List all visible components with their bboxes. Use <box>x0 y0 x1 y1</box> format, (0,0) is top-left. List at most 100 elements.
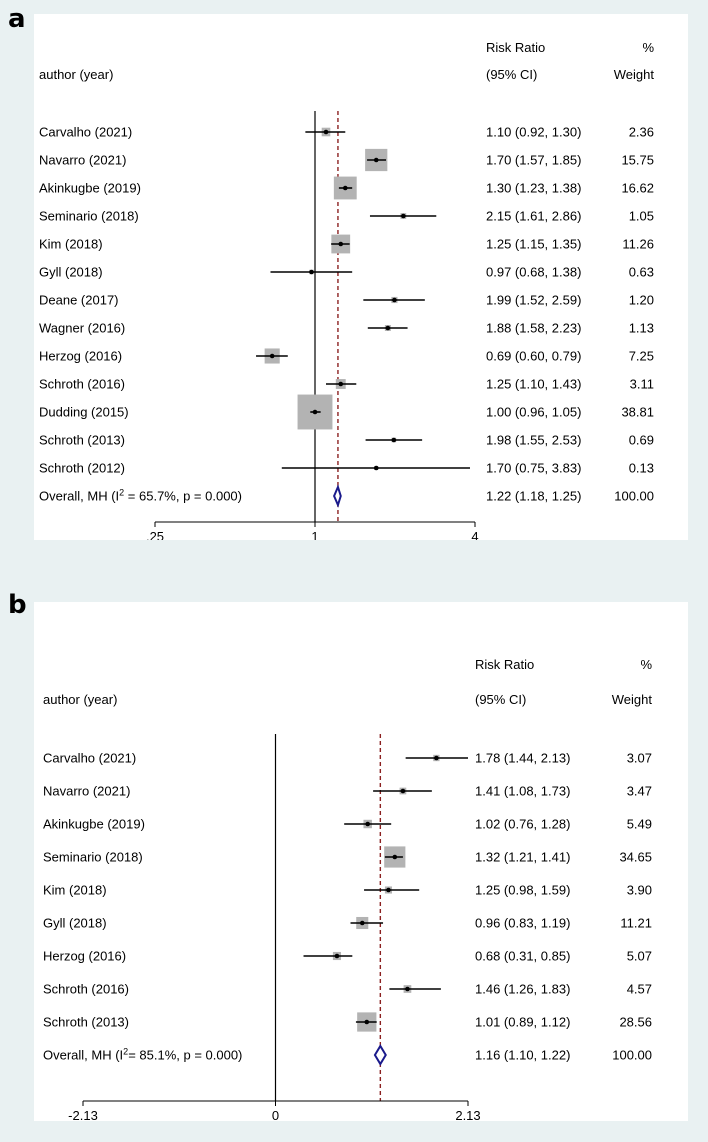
plot-area-b: author (year) Risk Ratio (95% CI)% Weight Ca… <box>34 602 688 1123</box>
header-percent: % <box>642 40 654 55</box>
study-ci-text: 1.10 (0.92, 1.30) <box>486 125 581 140</box>
header-risk-ratio: Risk Ratio <box>475 657 534 672</box>
header-95ci: (95% CI) <box>486 67 537 82</box>
panel-b: b author (year) Risk Ratio (95% CI)% Weight… <box>0 580 708 1142</box>
header-author-year: author (year) <box>43 692 117 707</box>
study-label: Dudding (2015) <box>39 405 129 420</box>
overall-ci-text: 1.22 (1.18, 1.25) <box>486 489 581 504</box>
study-label: Schroth (2013) <box>39 433 125 448</box>
study-ci-text: 0.68 (0.31, 0.85) <box>475 949 570 964</box>
study-weight-text: 1.05 <box>629 209 654 224</box>
point-estimate <box>401 213 406 219</box>
header-weight: Weight <box>612 692 653 707</box>
study-label: Schroth (2016) <box>39 377 125 392</box>
study-weight-text: 11.21 <box>620 916 652 931</box>
study-weight-text: 3.11 <box>630 377 654 392</box>
study-weight-text: 0.69 <box>629 433 654 448</box>
header-author-year: author (year) <box>39 67 113 82</box>
study-weight-text: 3.90 <box>627 883 652 898</box>
point-estimate <box>338 381 344 387</box>
header-weight: Weight <box>614 67 655 82</box>
plot-area-a: author (year) Risk Ratio (95% CI)% Weight Ca… <box>34 14 688 544</box>
study-label: Akinkugbe (2019) <box>39 181 141 196</box>
study-weight-text: 3.47 <box>627 784 652 799</box>
study-ci-text: 1.02 (0.76, 1.28) <box>475 817 570 832</box>
point-estimate <box>392 854 398 860</box>
study-label: Akinkugbe (2019) <box>43 817 145 832</box>
panel-a: a author (year) Risk Ratio (95% CI)% Weight… <box>0 0 708 570</box>
forest-plot-a: author (year) Risk Ratio (95% CI)% Weight Ca… <box>39 40 655 544</box>
study-label: Herzog (2016) <box>39 349 122 364</box>
study-label: Seminario (2018) <box>43 850 143 865</box>
overall-ci-text: 1.16 (1.10, 1.22) <box>475 1048 570 1063</box>
x-tick-label: 4 <box>471 529 478 540</box>
study-weight-text: 7.25 <box>629 349 654 364</box>
study-label: Carvalho (2021) <box>43 751 136 766</box>
point-estimate <box>365 821 370 827</box>
study-ci-text: 1.99 (1.52, 2.59) <box>486 293 581 308</box>
study-label: Gyll (2018) <box>43 916 107 931</box>
study-weight-text: 15.75 <box>621 153 654 168</box>
point-estimate <box>312 409 318 415</box>
point-estimate <box>364 1019 370 1025</box>
study-label: Gyll (2018) <box>39 265 103 280</box>
study-ci-text: 1.88 (1.58, 2.23) <box>486 321 581 336</box>
point-estimate <box>386 887 391 893</box>
study-label: Deane (2017) <box>39 293 119 308</box>
point-estimate <box>373 157 379 163</box>
study-label: Navarro (2021) <box>43 784 130 799</box>
study-label: Carvalho (2021) <box>39 125 132 140</box>
study-weight-text: 5.07 <box>627 949 652 964</box>
study-weight-text: 0.63 <box>629 265 654 280</box>
study-ci-text: 1.70 (1.57, 1.85) <box>486 153 581 168</box>
study-weight-text: 4.57 <box>627 982 652 997</box>
header-95ci: (95% CI) <box>475 692 526 707</box>
study-label: Kim (2018) <box>39 237 103 252</box>
header-percent: % <box>640 657 652 672</box>
x-tick-label: 1 <box>311 529 318 540</box>
study-ci-text: 0.97 (0.68, 1.38) <box>486 265 581 280</box>
study-ci-text: 1.01 (0.89, 1.12) <box>475 1015 570 1030</box>
point-estimate <box>405 986 410 992</box>
study-label: Wagner (2016) <box>39 321 125 336</box>
overall-weight-text: 100.00 <box>614 489 654 504</box>
study-label: Schroth (2013) <box>43 1015 129 1030</box>
point-estimate <box>385 325 391 331</box>
point-estimate <box>334 953 340 959</box>
study-ci-text: 1.00 (0.96, 1.05) <box>486 405 581 420</box>
panel-label-b: b <box>8 590 27 620</box>
study-weight-text: 28.56 <box>619 1015 652 1030</box>
study-weight-text: 5.49 <box>627 817 652 832</box>
study-weight-text: 16.62 <box>621 181 654 196</box>
study-ci-text: 1.78 (1.44, 2.13) <box>475 751 570 766</box>
point-estimate <box>434 755 439 761</box>
study-ci-text: 1.98 (1.55, 2.53) <box>486 433 581 448</box>
header-risk-ratio: Risk Ratio <box>486 40 545 55</box>
overall-label: Overall, MH (I2 = 65.7%, p = 0.000) <box>39 488 242 504</box>
study-label: Navarro (2021) <box>39 153 126 168</box>
overall-diamond <box>333 484 342 508</box>
study-ci-text: 1.25 (1.15, 1.35) <box>486 237 581 252</box>
overall-label: Overall, MH (I2= 85.1%, p = 0.000) <box>43 1047 242 1063</box>
x-tick-label: -2.13 <box>68 1108 98 1121</box>
study-weight-text: 38.81 <box>621 405 654 420</box>
study-weight-text: 1.13 <box>629 321 654 336</box>
study-ci-text: 0.96 (0.83, 1.19) <box>475 916 570 931</box>
study-weight-text: 34.65 <box>619 850 652 865</box>
study-label: Kim (2018) <box>43 883 107 898</box>
point-estimate <box>400 788 406 794</box>
point-estimate <box>359 920 365 926</box>
study-weight-text: 0.13 <box>629 461 654 476</box>
overall-weight-text: 100.00 <box>612 1048 652 1063</box>
point-estimate <box>269 353 275 359</box>
point-estimate <box>323 129 329 135</box>
study-ci-text: 1.46 (1.26, 1.83) <box>475 982 570 997</box>
study-ci-text: 1.32 (1.21, 1.41) <box>475 850 570 865</box>
study-label: Schroth (2016) <box>43 982 129 997</box>
x-tick-label: .25 <box>146 529 164 540</box>
point-estimate <box>309 269 314 275</box>
point-estimate <box>373 465 379 471</box>
overall-diamond <box>373 1044 387 1066</box>
study-weight-text: 11.26 <box>622 237 654 252</box>
forest-plot-b: author (year) Risk Ratio (95% CI)% Weight Ca… <box>43 657 653 1123</box>
